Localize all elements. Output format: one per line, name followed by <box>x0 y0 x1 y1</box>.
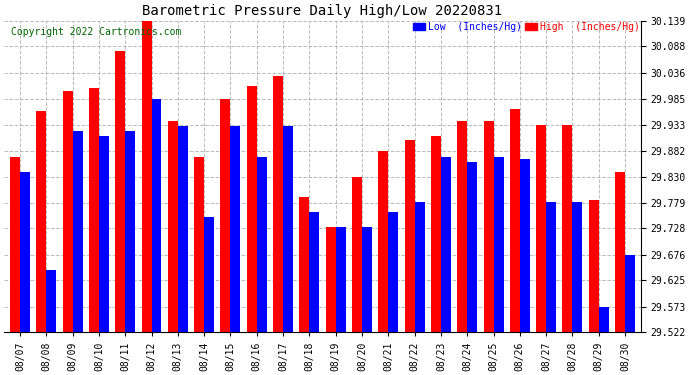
Bar <box>168 121 178 332</box>
Bar <box>362 227 372 332</box>
Bar <box>415 202 424 332</box>
Bar <box>467 162 477 332</box>
Bar <box>247 86 257 332</box>
Bar <box>220 99 230 332</box>
Bar <box>484 121 493 332</box>
Bar <box>63 91 72 332</box>
Bar <box>589 200 599 332</box>
Bar <box>46 270 57 332</box>
Bar <box>257 157 267 332</box>
Bar <box>510 109 520 332</box>
Bar <box>378 150 388 332</box>
Bar <box>72 131 83 332</box>
Bar <box>37 111 46 332</box>
Bar <box>625 255 635 332</box>
Bar <box>599 307 609 332</box>
Bar <box>204 217 214 332</box>
Bar <box>431 136 441 332</box>
Bar <box>573 202 582 332</box>
Bar <box>335 227 346 332</box>
Bar <box>562 125 573 332</box>
Bar <box>141 10 152 332</box>
Text: Copyright 2022 Cartronics.com: Copyright 2022 Cartronics.com <box>10 27 181 37</box>
Bar <box>230 126 240 332</box>
Bar <box>520 159 530 332</box>
Bar <box>115 51 125 332</box>
Bar <box>352 177 362 332</box>
Bar <box>441 157 451 332</box>
Bar <box>299 197 309 332</box>
Bar <box>178 126 188 332</box>
Bar <box>152 99 161 332</box>
Bar <box>536 125 546 332</box>
Legend: Low  (Inches/Hg), High  (Inches/Hg): Low (Inches/Hg), High (Inches/Hg) <box>413 22 640 32</box>
Bar <box>273 76 283 332</box>
Bar <box>546 202 556 332</box>
Title: Barometric Pressure Daily High/Low 20220831: Barometric Pressure Daily High/Low 20220… <box>142 4 502 18</box>
Bar <box>99 136 109 332</box>
Bar <box>89 88 99 332</box>
Bar <box>493 157 504 332</box>
Bar <box>309 212 319 332</box>
Bar <box>125 131 135 332</box>
Bar <box>388 212 398 332</box>
Bar <box>194 157 204 332</box>
Bar <box>404 141 415 332</box>
Bar <box>10 157 20 332</box>
Bar <box>20 172 30 332</box>
Bar <box>326 227 335 332</box>
Bar <box>457 121 467 332</box>
Bar <box>283 126 293 332</box>
Bar <box>615 172 625 332</box>
